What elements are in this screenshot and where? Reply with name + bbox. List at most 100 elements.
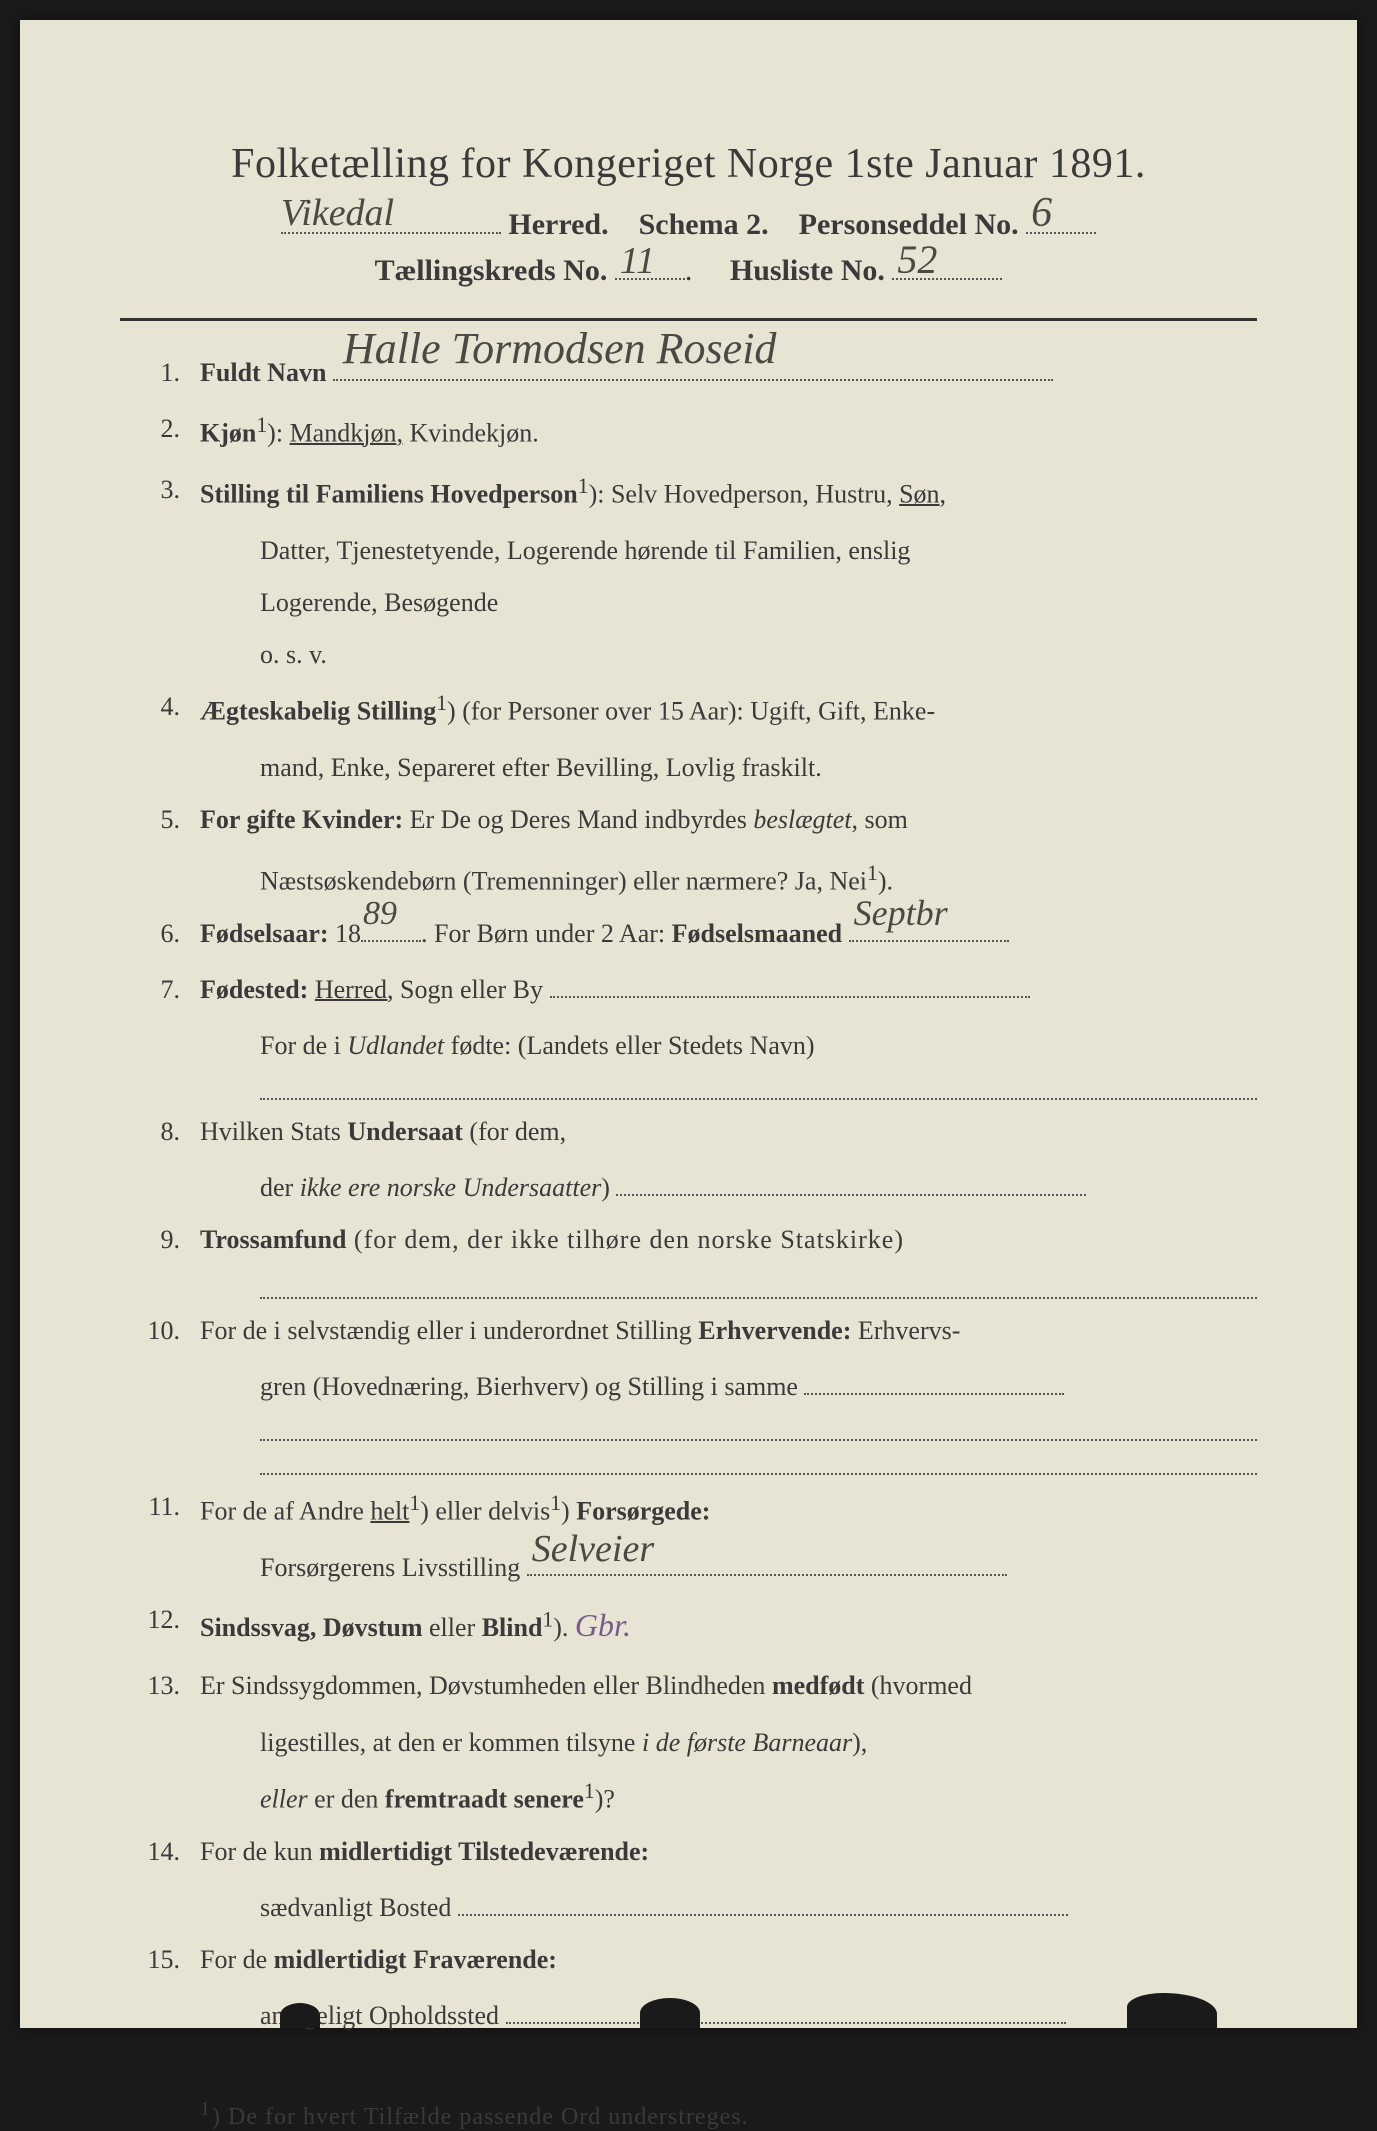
row-13-line3c: )? [595, 1784, 615, 1813]
herred-handwritten: Vikedal [281, 191, 394, 235]
row-6-label: Fødselsaar: [200, 919, 329, 948]
row-11-line2-label: Forsørgerens Livsstilling [260, 1553, 520, 1582]
row-5-sup: 1 [867, 861, 878, 885]
row-7-blank [260, 1076, 1257, 1100]
row-4-sup: 1 [436, 691, 447, 715]
row-7: 7. Fødested: Herred, Sogn eller By [140, 968, 1257, 1012]
row-12: 12. Sindssvag, Døvstum eller Blind1). Gb… [140, 1598, 1257, 1652]
row-9: 9. Trossamfund (for dem, der ikke tilhør… [140, 1218, 1257, 1262]
row-12-text2: ). [553, 1613, 568, 1642]
husliste-label: Husliste No. [730, 254, 885, 287]
row-5-line2: Næstsøskendebørn (Tremenninger) eller næ… [140, 855, 1257, 904]
row-4-label: Ægteskabelig Stilling [200, 697, 436, 726]
row-1: 1. Fuldt Navn Halle Tormodsen Roseid [140, 351, 1257, 395]
row-8-text1: Hvilken Stats [200, 1117, 347, 1146]
row-4-text: ) (for Personer over 15 Aar): Ugift, Gif… [447, 697, 935, 726]
row-11-helt: helt [370, 1497, 409, 1526]
row-12-label: Sindssvag, Døvstum [200, 1613, 423, 1642]
row-6-month-hw: Septbr [854, 883, 948, 944]
row-5-text2: som [858, 805, 908, 834]
row-6-year-hw: 89 [363, 885, 397, 943]
row-11-line2: Forsørgerens Livsstilling Selveier [140, 1546, 1257, 1590]
row-13-label3: fremtraadt senere [385, 1784, 584, 1813]
kreds-label: Tællingskreds No. [375, 254, 608, 287]
row-5-text1: Er De og Deres Mand indbyrdes [403, 805, 753, 834]
kreds-line: Tællingskreds No. 11 . Husliste No. 52 [120, 254, 1257, 288]
row-12-num: 12. [140, 1598, 200, 1642]
row-15-text1: For de [200, 1945, 274, 1974]
row-10-text1: For de i selvstændig eller i underordnet… [200, 1316, 698, 1345]
row-2-label: Kjøn [200, 419, 256, 448]
row-2: 2. Kjøn1): Mandkjøn, Kvindekjøn. [140, 407, 1257, 456]
row-7-line2b: fødte: (Landets eller Stedets Navn) [444, 1031, 814, 1060]
row-9-text: (for dem, der ikke tilhøre den norske St… [346, 1225, 904, 1254]
herred-label: Herred. [508, 208, 608, 241]
husliste-no-handwritten: 52 [897, 236, 937, 283]
row-8: 8. Hvilken Stats Undersaat (for dem, [140, 1110, 1257, 1154]
row-8-italic: ikke ere norske Undersaatter [300, 1173, 602, 1202]
page-tear-icon [640, 1998, 700, 2028]
row-11-sup2: 1 [550, 1491, 561, 1515]
row-6-text2: . For Børn under 2 Aar: [421, 919, 672, 948]
kreds-no-handwritten: 11 [620, 239, 655, 283]
row-10: 10. For de i selvstændig eller i underor… [140, 1309, 1257, 1353]
row-8-text2: (for dem, [463, 1117, 566, 1146]
row-14-num: 14. [140, 1830, 200, 1874]
row-7-herred: Herred, [315, 975, 394, 1004]
row-12-text: eller [423, 1613, 482, 1642]
row-11-num: 11. [140, 1485, 200, 1529]
row-10-blank1 [260, 1417, 1257, 1441]
row-14-label: midlertidigt Tilstedeværende: [319, 1837, 649, 1866]
row-3-num: 3. [140, 468, 200, 512]
row-13: 13. Er Sindssygdommen, Døvstumheden elle… [140, 1664, 1257, 1708]
row-10-text2: Erhvervs- [851, 1316, 960, 1345]
row-4-line2: mand, Enke, Separeret efter Bevilling, L… [140, 746, 1257, 790]
name-handwritten: Halle Tormodsen Roseid [343, 312, 777, 387]
row-9-label: Trossamfund [200, 1225, 346, 1254]
row-11-text1: For de af Andre [200, 1497, 370, 1526]
row-6: 6. Fødselsaar: 1889. For Børn under 2 Aa… [140, 912, 1257, 956]
row-7-line2: For de i Udlandet fødte: (Landets eller … [140, 1024, 1257, 1068]
form-body: 1. Fuldt Navn Halle Tormodsen Roseid 2. … [120, 351, 1257, 2038]
row-11-hw: Selveier [532, 1517, 654, 1582]
row-4: 4. Ægteskabelig Stilling1) (for Personer… [140, 685, 1257, 734]
row-6-year-prefix: 18 [329, 919, 362, 948]
row-13-line2a: ligestilles, at den er kommen tilsyne [260, 1728, 642, 1757]
row-5-num: 5. [140, 798, 200, 842]
row-5: 5. For gifte Kvinder: Er De og Deres Man… [140, 798, 1257, 842]
form-header: Folketælling for Kongeriget Norge 1ste J… [120, 140, 1257, 288]
row-15: 15. For de midlertidigt Fraværende: [140, 1938, 1257, 1982]
row-5-italic: beslægtet, [753, 805, 858, 834]
row-13-text2: (hvormed [864, 1671, 972, 1700]
row-9-num: 9. [140, 1218, 200, 1262]
row-3: 3. Stilling til Familiens Hovedperson1):… [140, 468, 1257, 517]
row-11: 11. For de af Andre helt1) eller delvis1… [140, 1485, 1257, 1534]
schema-label: Schema 2. [639, 208, 769, 241]
row-14-line2-text: sædvanligt Bosted [260, 1893, 451, 1922]
row-2-kvindekjon: Kvindekjøn. [409, 419, 538, 448]
row-13-text1: Er Sindssygdommen, Døvstumheden eller Bl… [200, 1671, 772, 1700]
row-7-num: 7. [140, 968, 200, 1012]
row-13-label: medfødt [772, 1671, 864, 1700]
row-5-line2a: Næstsøskendebørn (Tremenninger) eller næ… [260, 866, 867, 895]
page-tear-icon [280, 2003, 320, 2028]
personseddel-no-handwritten: 6 [1031, 189, 1052, 237]
row-3-label: Stilling til Familiens Hovedperson [200, 480, 578, 509]
row-13-sup: 1 [584, 1779, 595, 1803]
row-13-line2: ligestilles, at den er kommen tilsyne i … [140, 1721, 1257, 1765]
row-7-line2a: For de i [260, 1031, 347, 1060]
row-10-line2: gren (Hovednæring, Bierhverv) og Stillin… [140, 1365, 1257, 1409]
row-10-line2-text: gren (Hovednæring, Bierhverv) og Stillin… [260, 1372, 798, 1401]
row-3-line3: Logerende, Besøgende [140, 581, 1257, 625]
row-6-label2: Fødselsmaaned [672, 919, 842, 948]
row-2-mandkjon: Mandkjøn, [290, 419, 403, 448]
row-12-sup: 1 [542, 1607, 553, 1631]
row-10-label: Erhvervende: [698, 1316, 851, 1345]
row-3-line2: Datter, Tjenestetyende, Logerende hørend… [140, 529, 1257, 573]
row-9-blank [260, 1275, 1257, 1299]
row-3-opts: ): Selv Hovedperson, Hustru, [589, 480, 900, 509]
row-6-num: 6. [140, 912, 200, 956]
row-13-line2b: ), [852, 1728, 867, 1757]
row-8-label: Undersaat [347, 1117, 463, 1146]
row-1-num: 1. [140, 351, 200, 395]
